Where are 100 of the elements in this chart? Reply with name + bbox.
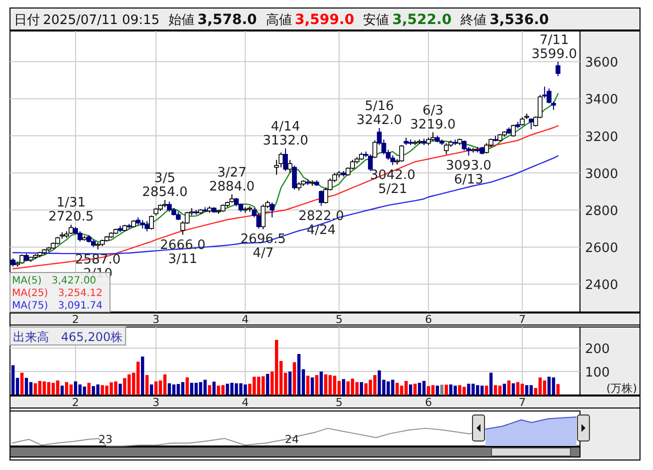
bar (444, 384, 448, 395)
x-tick-label: 2 (72, 313, 80, 326)
candlestick (528, 118, 534, 130)
bar (350, 378, 354, 395)
bar (20, 372, 24, 395)
x-tick-label: 5 (336, 313, 343, 326)
candlestick (372, 140, 378, 159)
y-tick-label: 2400 (585, 278, 618, 294)
bar (226, 384, 230, 395)
candlestick (510, 124, 516, 138)
bar (489, 372, 493, 395)
bar (145, 375, 149, 395)
bar (154, 381, 158, 395)
bar (69, 384, 73, 395)
bar (373, 375, 376, 395)
bar (118, 384, 122, 395)
candlestick (444, 142, 449, 155)
bar (163, 374, 166, 395)
bar (74, 381, 78, 395)
bar (266, 374, 270, 395)
annotation: 5/16 3242.0 (356, 99, 402, 128)
bar (436, 386, 439, 395)
candlestick (149, 215, 154, 230)
x-tick-label: 7 (518, 396, 526, 409)
annotation: 3/5 2854.0 (142, 170, 188, 200)
bar (221, 385, 225, 395)
y-tick-label: 3400 (585, 92, 618, 108)
bar (418, 382, 422, 395)
bar (342, 379, 346, 395)
bar (288, 372, 292, 395)
x-tick-label: 3 (152, 396, 160, 409)
bar (212, 382, 216, 395)
annotation: 3093.0 6/13 (446, 158, 492, 188)
candlestick (166, 201, 172, 212)
bar (65, 382, 68, 395)
annotation: 1/31 2720.5 (48, 196, 94, 225)
bar (547, 376, 551, 395)
x-tick-label: 4 (242, 313, 249, 326)
candlestick (288, 159, 292, 174)
candlestick (556, 61, 560, 77)
bar (480, 386, 484, 395)
bar (306, 376, 310, 395)
bar (360, 382, 364, 395)
bar (60, 386, 64, 395)
bar (315, 375, 318, 395)
bar (310, 377, 314, 395)
candlestick (399, 144, 404, 162)
candlestick (292, 164, 297, 190)
bar (216, 386, 220, 395)
bar (208, 385, 212, 395)
bar (507, 380, 510, 395)
bar (556, 384, 560, 395)
x-tick-label: 3 (152, 313, 160, 326)
y-tick-label: 3600 (585, 56, 618, 71)
text: MA(75) 3,091.74 (12, 300, 103, 312)
candlestick (260, 204, 266, 230)
bar (186, 377, 189, 395)
bar (502, 384, 506, 395)
bar (82, 386, 86, 395)
bar (364, 383, 368, 395)
x-tick-label: 2 (72, 396, 80, 409)
bar (422, 380, 426, 395)
bar (467, 384, 470, 395)
y-tick-label: 3000 (585, 166, 618, 182)
volume-title: 出来高 465,200株 (10, 326, 126, 346)
bar (150, 384, 154, 395)
candlestick (368, 154, 373, 172)
bar (92, 386, 96, 395)
bar (292, 362, 296, 395)
x-tick-label: 4 (242, 396, 249, 409)
bar (355, 382, 359, 395)
bar (140, 356, 144, 395)
bar (494, 385, 498, 395)
bar (498, 386, 502, 395)
series-label: MA(25) 3,254.12 (12, 288, 103, 299)
candlestick (283, 148, 288, 172)
bar (396, 382, 399, 395)
bar (476, 385, 480, 395)
bar (512, 383, 515, 395)
y-tick-label: 100 (585, 366, 610, 381)
annotation: 2822.0 4/24 (298, 208, 344, 238)
bar (203, 380, 207, 395)
bar (78, 384, 82, 395)
annotation: 3/27 2884.0 (209, 165, 255, 194)
bar (274, 340, 278, 395)
x-tick-label: 6 (424, 396, 432, 409)
bar (440, 384, 444, 395)
annotation: 7/11 3599.0 (532, 32, 577, 62)
x-tick-label: 23 (98, 433, 113, 446)
candlestick (462, 140, 467, 152)
bar (484, 386, 488, 395)
x-tick-label: 6 (424, 313, 432, 326)
candlestick (256, 213, 262, 230)
bar (320, 372, 323, 395)
annotation: 4/14 3132.0 (262, 119, 308, 148)
bar (408, 384, 412, 395)
bar (123, 378, 126, 395)
x-tick-label: 7 (518, 313, 526, 326)
y-tick-label: 200 (585, 342, 610, 358)
bar (552, 377, 556, 395)
